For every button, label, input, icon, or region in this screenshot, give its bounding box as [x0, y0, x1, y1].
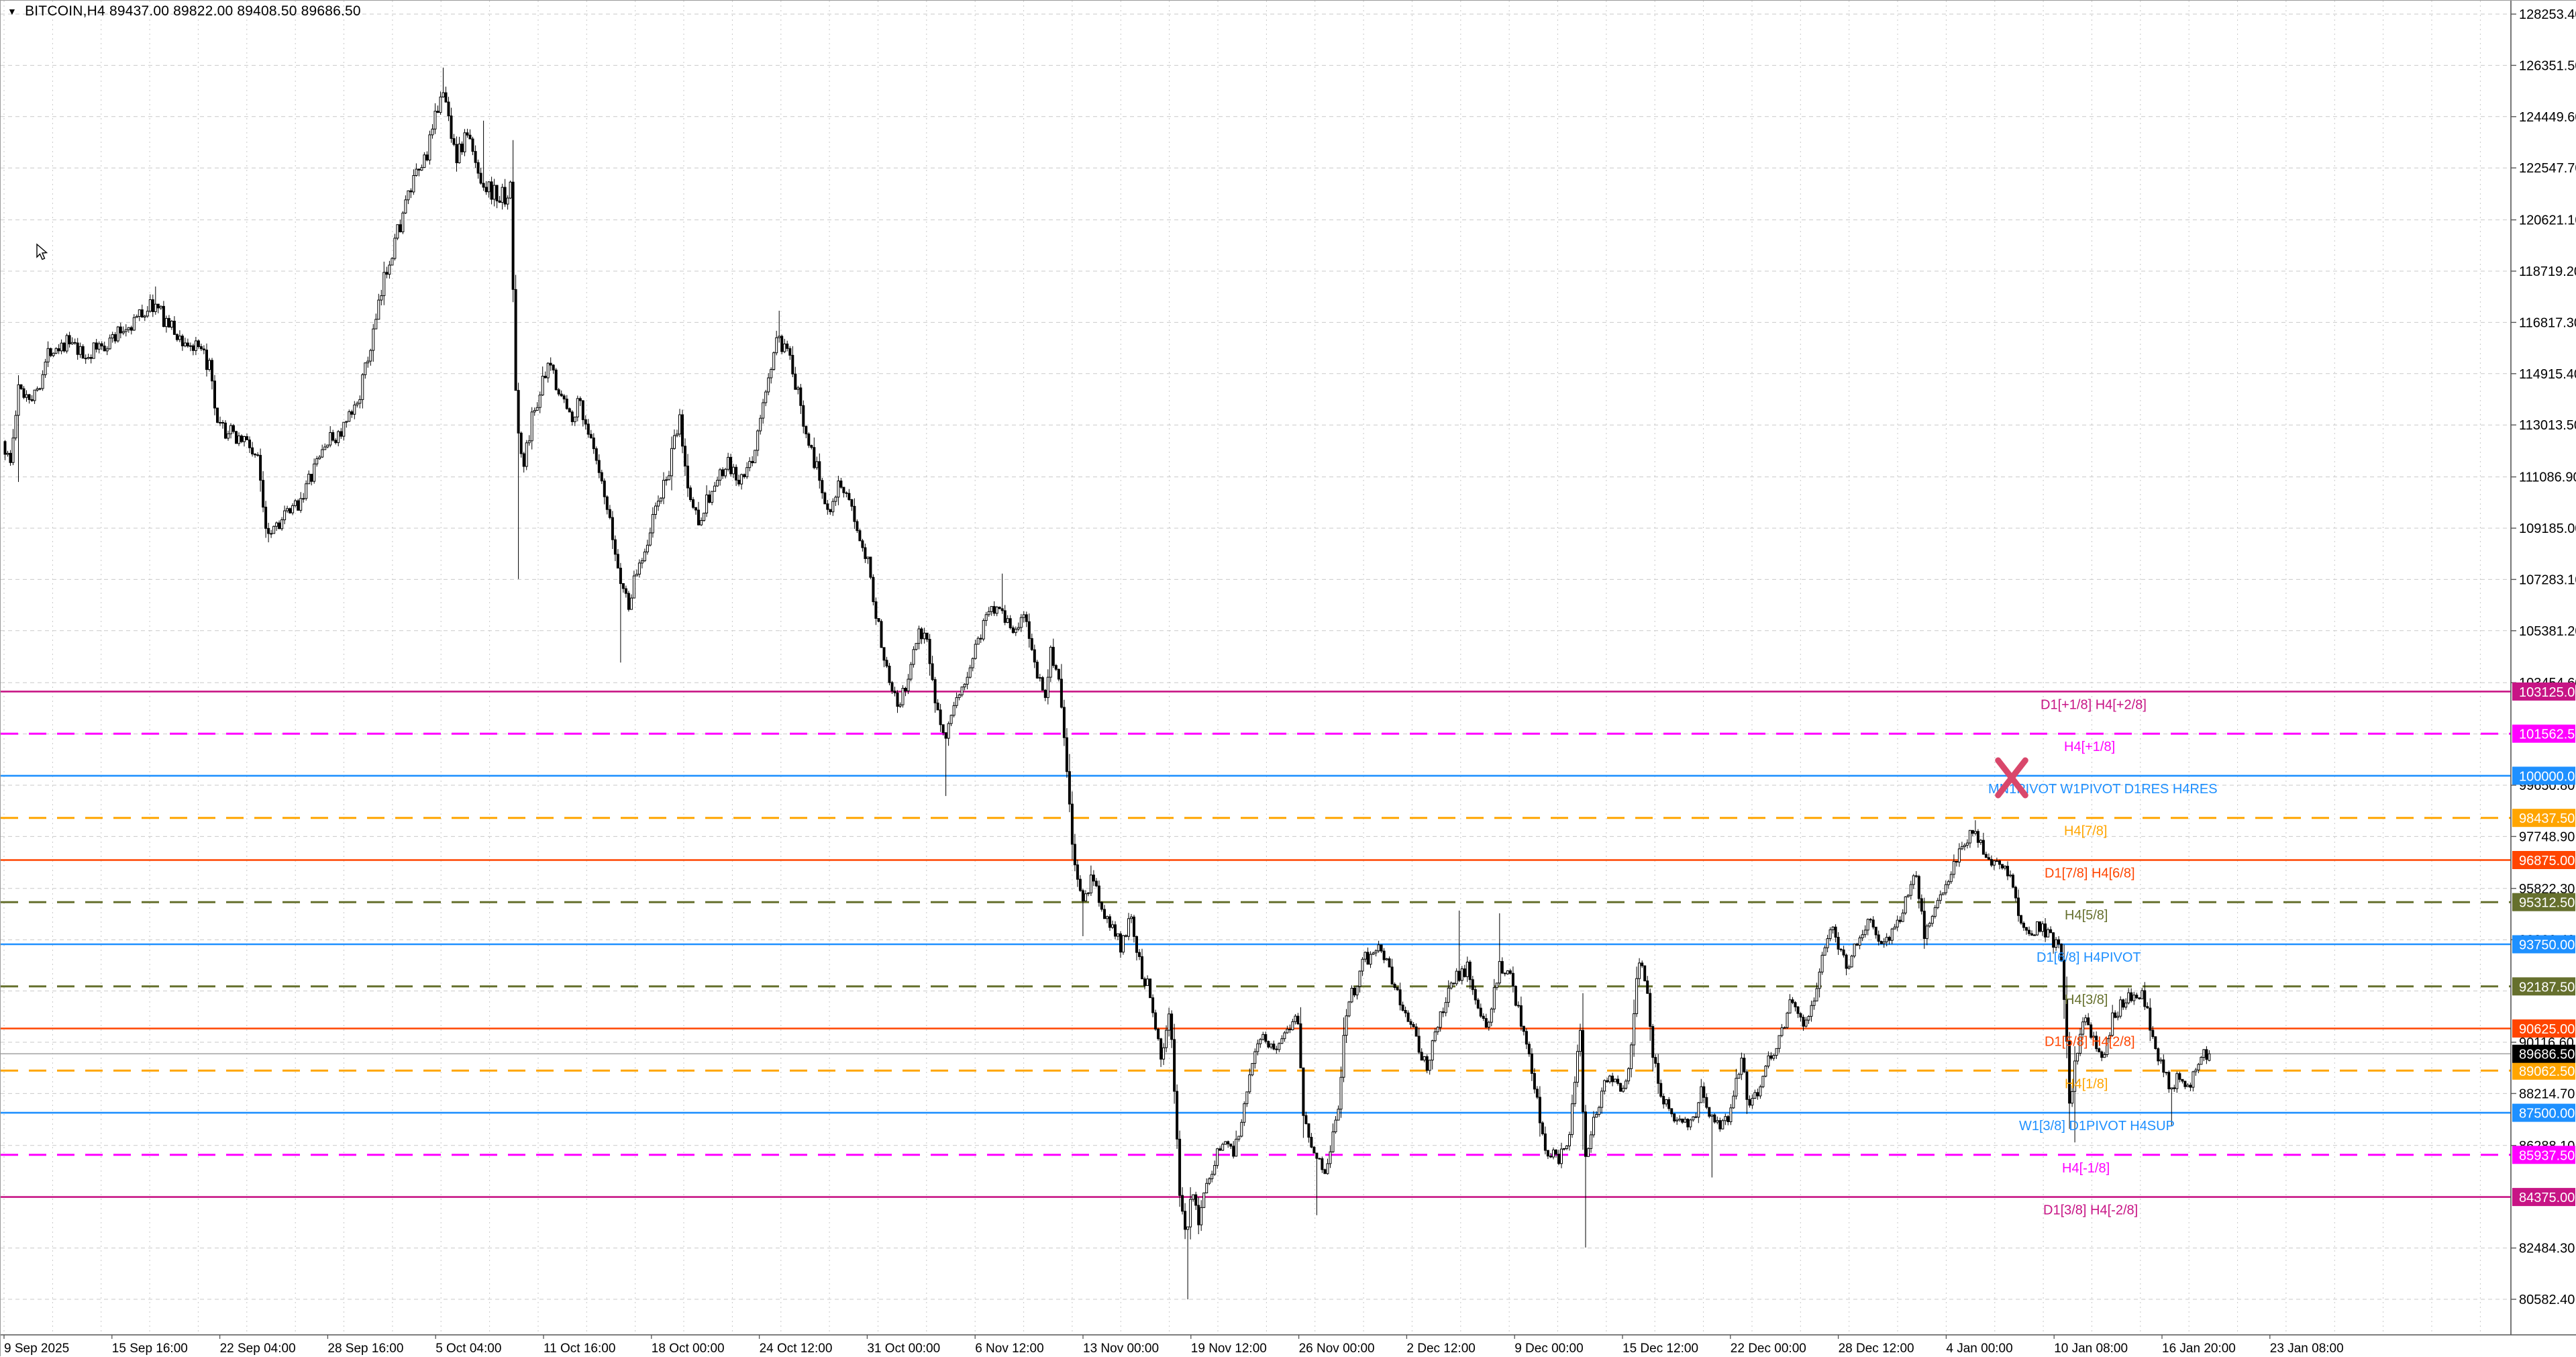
svg-text:H4[7/8]: H4[7/8]	[2064, 824, 2107, 839]
svg-text:13 Nov 00:00: 13 Nov 00:00	[1083, 1342, 1159, 1356]
svg-text:89686.50: 89686.50	[2519, 1048, 2575, 1062]
svg-text:D1[6/8] H4PIVOT: D1[6/8] H4PIVOT	[2037, 950, 2141, 965]
svg-text:98437.50: 98437.50	[2519, 811, 2575, 826]
svg-text:10 Jan 08:00: 10 Jan 08:00	[2054, 1342, 2128, 1356]
svg-text:88214.70: 88214.70	[2519, 1087, 2575, 1101]
svg-text:24 Oct 12:00: 24 Oct 12:00	[760, 1342, 833, 1356]
svg-text:116817.30: 116817.30	[2519, 315, 2576, 330]
svg-text:126351.50: 126351.50	[2519, 58, 2576, 73]
price-axis-level-labels: 103125.00 101562.50 100000.00 98437.50 96875…	[2512, 682, 2576, 1207]
svg-text:9 Sep 2025: 9 Sep 2025	[4, 1342, 69, 1356]
sell-cross-marker[interactable]	[1995, 757, 2028, 799]
mouse-cursor-icon	[36, 243, 48, 260]
svg-text:6 Nov 12:00: 6 Nov 12:00	[975, 1342, 1043, 1356]
svg-text:95312.50: 95312.50	[2519, 896, 2575, 911]
grid-vertical	[3, 1, 2481, 1335]
candlesticks	[3, 67, 2211, 1300]
svg-text:22 Dec 00:00: 22 Dec 00:00	[1731, 1342, 1806, 1356]
svg-text:105381.20: 105381.20	[2519, 624, 2576, 639]
svg-text:80582.40: 80582.40	[2519, 1293, 2575, 1307]
svg-text:103125.00: 103125.00	[2519, 685, 2576, 700]
svg-text:92187.50: 92187.50	[2519, 980, 2575, 995]
svg-text:H4[1/8]: H4[1/8]	[2065, 1076, 2108, 1091]
murrey-level-labels: D1[+1/8] H4[+2/8] H4[+1/8] MN1PIVOT W1PIVO…	[1988, 697, 2218, 1217]
svg-text:H4[5/8]: H4[5/8]	[2065, 908, 2108, 923]
svg-text:MN1PIVOT W1PIVOT D1RES H4RES: MN1PIVOT W1PIVOT D1RES H4RES	[1988, 782, 2218, 797]
svg-text:D1[+1/8] H4[+2/8]: D1[+1/8] H4[+2/8]	[2041, 697, 2147, 712]
svg-text:93750.00: 93750.00	[2519, 938, 2575, 953]
svg-text:113013.50: 113013.50	[2519, 418, 2576, 433]
chart-title-bar[interactable]: ▼ BITCOIN,H4 89437.00 89822.00 89408.50 …	[7, 3, 361, 19]
svg-text:96875.00: 96875.00	[2519, 854, 2575, 868]
svg-text:W1[3/8] D1PIVOT H4SUP: W1[3/8] D1PIVOT H4SUP	[2019, 1119, 2175, 1134]
svg-text:4 Jan 00:00: 4 Jan 00:00	[1946, 1342, 2012, 1356]
svg-text:109185.00: 109185.00	[2519, 521, 2576, 536]
svg-text:124449.60: 124449.60	[2519, 110, 2576, 125]
time-axis-labels[interactable]: 9 Sep 2025 15 Sep 16:00 22 Sep 04:00 28 Sep…	[3, 1335, 2344, 1356]
svg-text:19 Nov 12:00: 19 Nov 12:00	[1191, 1342, 1267, 1356]
svg-text:100000.00: 100000.00	[2519, 769, 2576, 784]
svg-text:D1[5/8] H4[2/8]: D1[5/8] H4[2/8]	[2045, 1035, 2135, 1050]
svg-text:5 Oct 04:00: 5 Oct 04:00	[435, 1342, 501, 1356]
svg-text:90625.00: 90625.00	[2519, 1022, 2575, 1037]
svg-text:H4[3/8]: H4[3/8]	[2065, 993, 2108, 1007]
svg-text:28 Dec 12:00: 28 Dec 12:00	[1839, 1342, 1914, 1356]
svg-text:D1[7/8] H4[6/8]: D1[7/8] H4[6/8]	[2045, 866, 2135, 881]
svg-text:22 Sep 04:00: 22 Sep 04:00	[220, 1342, 296, 1356]
svg-text:114915.40: 114915.40	[2519, 367, 2576, 382]
svg-text:95822.30: 95822.30	[2519, 882, 2575, 897]
svg-text:85937.50: 85937.50	[2519, 1148, 2575, 1163]
svg-text:26 Nov 00:00: 26 Nov 00:00	[1299, 1342, 1375, 1356]
svg-text:120621.10: 120621.10	[2519, 213, 2576, 228]
svg-text:11 Oct 16:00: 11 Oct 16:00	[544, 1342, 615, 1356]
symbol-dropdown-icon[interactable]: ▼	[7, 6, 17, 17]
svg-text:128253.40: 128253.40	[2519, 7, 2576, 22]
svg-text:84375.00: 84375.00	[2519, 1191, 2575, 1205]
svg-text:D1[3/8] H4[-2/8]: D1[3/8] H4[-2/8]	[2043, 1203, 2138, 1218]
svg-text:9 Dec 00:00: 9 Dec 00:00	[1514, 1342, 1583, 1356]
svg-text:16 Jan 20:00: 16 Jan 20:00	[2162, 1342, 2236, 1356]
svg-text:15 Dec 12:00: 15 Dec 12:00	[1622, 1342, 1698, 1356]
chart-title-ohlc: BITCOIN,H4 89437.00 89822.00 89408.50 89…	[25, 3, 361, 19]
svg-text:23 Jan 08:00: 23 Jan 08:00	[2270, 1342, 2344, 1356]
murrey-level-lines[interactable]	[1, 691, 2511, 1198]
svg-text:111086.90: 111086.90	[2519, 470, 2576, 485]
svg-text:31 Oct 00:00: 31 Oct 00:00	[867, 1342, 940, 1356]
svg-text:H4[-1/8]: H4[-1/8]	[2062, 1161, 2110, 1176]
svg-text:15 Sep 16:00: 15 Sep 16:00	[112, 1342, 188, 1356]
grid-horizontal	[1, 13, 2511, 1300]
svg-text:18 Oct 00:00: 18 Oct 00:00	[652, 1342, 725, 1356]
svg-text:2 Dec 12:00: 2 Dec 12:00	[1406, 1342, 1475, 1356]
svg-text:H4[+1/8]: H4[+1/8]	[2064, 740, 2115, 754]
svg-text:97748.90: 97748.90	[2519, 830, 2575, 844]
svg-text:118719.20: 118719.20	[2519, 264, 2576, 279]
svg-text:28 Sep 16:00: 28 Sep 16:00	[327, 1342, 403, 1356]
svg-text:87500.00: 87500.00	[2519, 1107, 2575, 1121]
svg-text:89062.50: 89062.50	[2519, 1064, 2575, 1079]
svg-text:107283.10: 107283.10	[2519, 572, 2576, 587]
svg-text:82484.30: 82484.30	[2519, 1242, 2575, 1256]
svg-text:101562.50: 101562.50	[2519, 727, 2576, 742]
svg-text:122547.70: 122547.70	[2519, 161, 2576, 176]
